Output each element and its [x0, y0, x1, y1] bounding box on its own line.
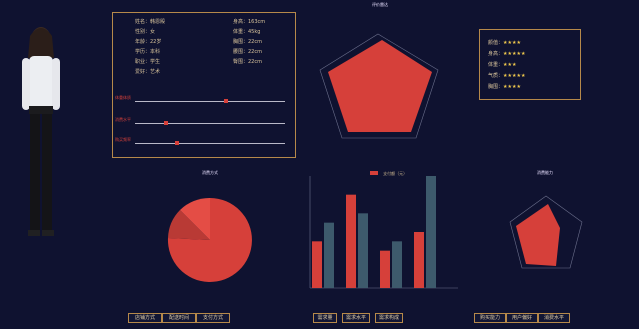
bar-legend-swatch: [370, 171, 378, 175]
pie-slice-3: [180, 197, 210, 240]
slider-track-3: [135, 143, 285, 144]
avatar: [10, 22, 72, 240]
top-radar-title: 评价雷达: [372, 2, 388, 7]
profile-weight: 体重：45kg: [233, 29, 261, 35]
bar-legend-label: 支付额（元）: [383, 171, 408, 176]
top-radar-chart: [319, 33, 439, 139]
rating-row-1: 颜值：★★★★: [488, 40, 521, 46]
profile-waist: 腰围：22cm: [233, 49, 262, 55]
profile-job: 职业：学生: [135, 59, 161, 65]
bar-chart: [309, 176, 458, 289]
top-radar-grid: [319, 33, 439, 139]
pie-title: 消费方式: [202, 170, 218, 175]
pie-slice-2: [168, 210, 210, 240]
profile-panel: 姓名：韩恩殿 性别：女 年龄：22岁 学历：本科 职业：学生 爱好：艺术 身高：…: [112, 12, 296, 158]
profile-left-column: 姓名：韩恩殿 性别：女 年龄：22岁 学历：本科 职业：学生 爱好：艺术: [135, 17, 165, 77]
slider-thumb-3[interactable]: [175, 141, 179, 145]
slider-row-3[interactable]: 购买频率: [115, 137, 293, 147]
profile-hip: 臀围：22cm: [233, 59, 262, 65]
slider-track-1: [135, 101, 285, 102]
slider-thumb-1[interactable]: [224, 99, 228, 103]
bar-button-2[interactable]: 需求水平: [342, 313, 370, 323]
profile-education: 学历：本科: [135, 49, 161, 55]
bar-B-g3: [392, 241, 402, 288]
profile-name: 姓名：韩恩殿: [135, 19, 166, 25]
bar-A-g2: [346, 194, 356, 288]
bar-legend: 支付额（元）: [370, 160, 407, 179]
slider-row-2[interactable]: 消费水平: [115, 117, 293, 127]
rating-row-3: 体重：★★★: [488, 62, 517, 68]
rating-row-4: 气质：★★★★★: [488, 73, 526, 79]
rating-row-2: 身高：★★★★★: [488, 51, 526, 57]
pie-button-1[interactable]: 店铺方式: [128, 313, 162, 323]
slider-label-2: 消费水平: [115, 117, 131, 122]
bar-A-g1: [312, 241, 322, 288]
slider-label-1: 体重体质: [115, 95, 131, 100]
profile-hobby: 爱好：艺术: [135, 69, 161, 75]
pie-button-3[interactable]: 支付方式: [196, 313, 230, 323]
small-radar-title: 消费能力: [537, 170, 553, 175]
bar-button-1[interactable]: 需求量: [313, 313, 337, 323]
slider-thumb-2[interactable]: [164, 121, 168, 125]
small-radar-chart: [509, 195, 583, 269]
profile-gender: 性别：女: [135, 29, 156, 35]
bar-B-g2: [358, 213, 368, 288]
ratings-list: 颜值：★★★★ 身高：★★★★★ 体重：★★★ 气质：★★★★★ 胸围：★★★★: [488, 38, 525, 93]
pie-chart: [167, 197, 252, 282]
radar-button-1[interactable]: 购买能力: [474, 313, 506, 323]
bar-button-3[interactable]: 需求构成: [375, 313, 403, 323]
profile-age: 年龄：22岁: [135, 39, 162, 45]
bar-B-g1: [324, 222, 334, 288]
profile-height: 身高：163cm: [233, 19, 266, 25]
top-radar-area: [328, 40, 432, 132]
profile-right-column: 身高：163cm 体重：45kg 胸围：22cm 腰围：22cm 臀围：22cm: [233, 17, 265, 67]
ratings-panel: 颜值：★★★★ 身高：★★★★★ 体重：★★★ 气质：★★★★★ 胸围：★★★★: [479, 29, 581, 100]
slider-label-3: 购买频率: [115, 137, 131, 142]
slider-row-1[interactable]: 体重体质: [115, 95, 293, 105]
bar-A-g4: [414, 232, 424, 288]
bar-B-g4: [426, 176, 436, 288]
pie-button-2[interactable]: 配送时间: [162, 313, 196, 323]
pie-slice-1: [167, 198, 252, 282]
radar-button-2[interactable]: 用户偏好: [506, 313, 538, 323]
rating-row-5: 胸围：★★★★: [488, 84, 521, 90]
radar-button-3[interactable]: 消费水平: [538, 313, 570, 323]
slider-track-2: [135, 123, 285, 124]
profile-bust: 胸围：22cm: [233, 39, 262, 45]
bar-A-g3: [380, 250, 390, 288]
